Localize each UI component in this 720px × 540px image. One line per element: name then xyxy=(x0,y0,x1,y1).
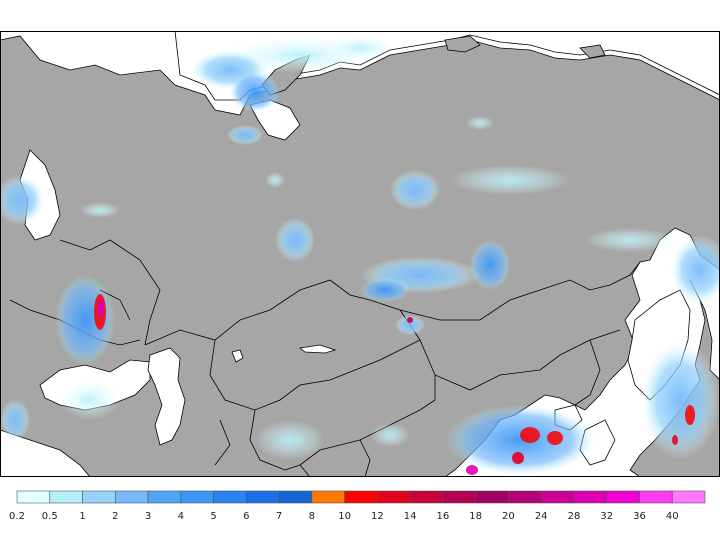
legend-tick-label: 0.5 xyxy=(42,511,58,522)
legend-swatch xyxy=(246,490,280,504)
lake-balkhash xyxy=(299,344,337,354)
legend-swatch xyxy=(213,490,247,504)
legend-swatch xyxy=(114,490,149,504)
legend-tick-label: 0.2 xyxy=(9,511,25,522)
legend-swatch xyxy=(180,490,214,504)
legend-tick-label: 16 xyxy=(437,511,450,522)
legend-swatch xyxy=(147,490,182,504)
new-siberian-islands xyxy=(579,44,606,59)
aral-sea xyxy=(231,349,244,363)
legend-tick-label: 40 xyxy=(666,511,679,522)
legend-tick-label: 10 xyxy=(338,511,351,522)
legend-swatch xyxy=(475,490,509,504)
legend-swatch xyxy=(16,490,51,504)
legend-swatch xyxy=(49,490,83,504)
legend-tick-label: 8 xyxy=(309,511,315,522)
legend-swatch xyxy=(639,490,673,504)
legend-tick-label: 4 xyxy=(178,511,184,522)
caspian-sea xyxy=(147,347,186,446)
legend-swatch xyxy=(377,490,411,504)
mediterranean-sea xyxy=(0,429,91,477)
precipitation-map xyxy=(0,31,720,477)
legend-tick-label: 3 xyxy=(145,511,151,522)
legend-tick-label: 1 xyxy=(79,511,85,522)
legend-tick-label: 24 xyxy=(535,511,548,522)
legend-swatch xyxy=(540,490,575,504)
legend-swatch xyxy=(442,490,476,504)
precipitation-layer xyxy=(0,36,720,475)
legend-swatch xyxy=(409,490,444,504)
legend-swatch xyxy=(311,490,345,504)
eurasia-landmass xyxy=(0,35,720,477)
legend-tick-label: 12 xyxy=(371,511,384,522)
legend-svg: 0.2 0.5 1 2 3 4 5 6 7 8 10 12 14 16 18 20 24 28 32 36 40 xyxy=(9,490,706,522)
legend-tick-label: 14 xyxy=(404,511,417,522)
legend-swatch xyxy=(508,490,542,504)
country-borders xyxy=(9,239,641,477)
legend-tick-label: 20 xyxy=(502,511,515,522)
legend-tick-label: 6 xyxy=(243,511,249,522)
legend-tick-label: 32 xyxy=(600,511,613,522)
severnaya-zemlya xyxy=(444,35,481,53)
legend-tick-label: 5 xyxy=(210,511,216,522)
legend-swatch xyxy=(671,490,706,504)
legend-swatch xyxy=(344,490,378,504)
legend-tick-label: 28 xyxy=(568,511,581,522)
legend-tick-label: 18 xyxy=(469,511,482,522)
legend-swatch xyxy=(573,490,608,504)
legend-tick-label: 2 xyxy=(112,511,118,522)
legend-swatch xyxy=(82,490,116,504)
legend-tick-label: 7 xyxy=(276,511,282,522)
color-legend: 0.2 0.5 1 2 3 4 5 6 7 8 10 12 14 16 18 20 24 28 32 36 40 xyxy=(0,486,720,526)
legend-swatch xyxy=(278,490,313,504)
legend-tick-label: 36 xyxy=(633,511,646,522)
legend-swatch xyxy=(606,490,640,504)
